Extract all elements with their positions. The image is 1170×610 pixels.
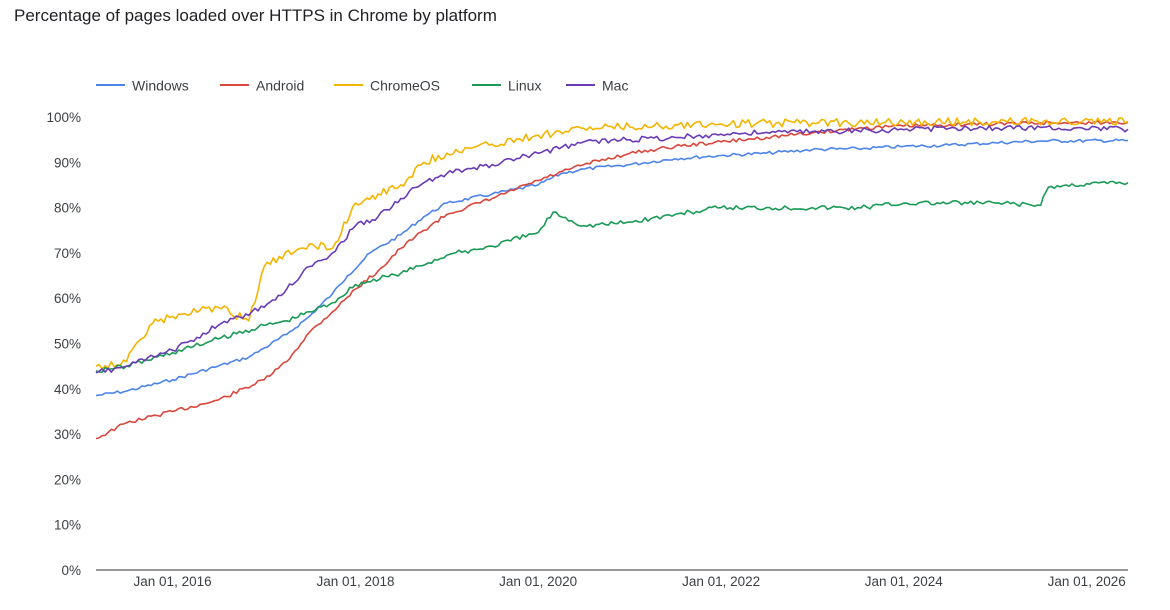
y-tick-label: 0% (61, 563, 81, 578)
legend-entry: Linux (472, 78, 541, 94)
legend-entry: Windows (96, 78, 189, 94)
x-tick-label: Jan 01, 2020 (499, 574, 577, 589)
legend-entry: Android (220, 78, 304, 94)
x-tick-label: Jan 01, 2024 (865, 574, 944, 589)
legend-label: Mac (602, 78, 628, 94)
legend-label: Windows (132, 78, 189, 94)
series-line-mac (95, 125, 1129, 374)
y-axis: 0% 10% 20% 30% 40% 50% 60% 70% 80% 90% 100% (46, 110, 81, 578)
legend-entry: Mac (566, 78, 628, 94)
y-tick-label: 70% (54, 246, 81, 261)
y-tick-label: 60% (54, 291, 81, 306)
series-line-windows (95, 138, 1129, 397)
series-line-android (95, 120, 1129, 440)
x-axis: Jan 01, 2016 Jan 01, 2018 Jan 01, 2020 Jan … (96, 569, 1128, 589)
legend-entry: ChromeOS (334, 78, 440, 94)
y-tick-label: 40% (54, 382, 81, 397)
x-tick-label: Jan 01, 2016 (134, 574, 212, 589)
chart-title: Percentage of pages loaded over HTTPS in… (14, 6, 497, 25)
series-line-chromeos (95, 116, 1129, 370)
plot-area (95, 116, 1129, 440)
x-tick-label: Jan 01, 2026 (1048, 574, 1126, 589)
y-tick-label: 100% (46, 110, 81, 125)
y-tick-label: 90% (54, 155, 81, 170)
y-tick-label: 10% (54, 518, 81, 533)
y-tick-label: 80% (54, 201, 81, 216)
y-tick-label: 20% (54, 472, 81, 487)
y-tick-label: 50% (54, 337, 81, 352)
series-line-linux (95, 180, 1129, 374)
legend-label: Linux (508, 78, 541, 94)
legend-label: ChromeOS (370, 78, 440, 94)
x-tick-label: Jan 01, 2018 (316, 574, 394, 589)
legend-label: Android (256, 78, 304, 94)
legend: Windows Android ChromeOS Linux Mac (96, 78, 628, 94)
x-tick-label: Jan 01, 2022 (682, 574, 760, 589)
y-tick-label: 30% (54, 427, 81, 442)
